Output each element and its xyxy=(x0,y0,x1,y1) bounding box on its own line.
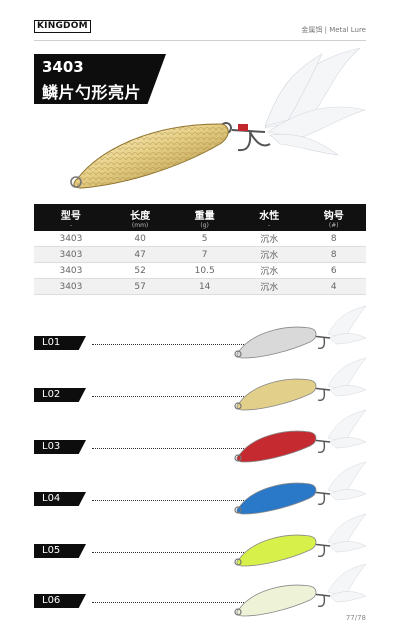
lure-body xyxy=(236,584,317,617)
variant-code-label: L05 xyxy=(34,544,86,558)
category-label: 金属饵 | Metal Lure xyxy=(301,26,366,34)
cell-water-type: 沉水 xyxy=(236,262,302,279)
product-name: 鳞片勺形亮片 xyxy=(42,83,142,102)
cell-model: 3403 xyxy=(34,246,108,263)
lure-body xyxy=(236,378,317,411)
lure-image-l05 xyxy=(234,513,367,567)
dotted-leader xyxy=(92,344,250,345)
variant-row-l03: L03 xyxy=(34,409,367,463)
dotted-leader xyxy=(92,500,250,501)
lure-image-l04 xyxy=(234,461,367,515)
dotted-leader xyxy=(92,552,250,553)
lure-image-l01 xyxy=(234,305,367,359)
lure-body xyxy=(236,482,317,515)
lure-body xyxy=(236,430,317,463)
table-row: 3403 57 14 沉水 4 xyxy=(34,278,366,295)
spec-table-header: 型号 - 长度 (mm) 重量 (g) 水性 - 钩号 (#) xyxy=(34,204,366,231)
cell-hook-size: 8 xyxy=(301,231,366,247)
lure-image-l03 xyxy=(234,409,367,463)
variant-row-l01: L01 xyxy=(34,305,367,359)
header-model: 型号 - xyxy=(34,204,108,231)
variant-code-label: L04 xyxy=(34,492,86,506)
variant-code-label: L03 xyxy=(34,440,86,454)
cell-weight: 14 xyxy=(172,278,237,295)
header-length: 长度 (mm) xyxy=(107,204,173,231)
cell-model: 3403 xyxy=(34,231,108,247)
cell-length: 52 xyxy=(107,262,173,279)
table-row: 3403 52 10.5 沉水 6 xyxy=(34,262,366,279)
spec-table: 型号 - 长度 (mm) 重量 (g) 水性 - 钩号 (#) 3403 40 5 沉水 … xyxy=(34,204,366,295)
cell-water-type: 沉水 xyxy=(236,246,302,263)
table-row: 3403 40 5 沉水 8 xyxy=(34,231,366,247)
cell-length: 47 xyxy=(107,246,173,263)
cell-hook-size: 4 xyxy=(301,278,366,295)
dotted-leader xyxy=(92,396,250,397)
title-banner: 3403 鳞片勺形亮片 xyxy=(34,54,166,104)
hero-lure-image xyxy=(70,47,367,189)
variant-row-l05: L05 xyxy=(34,513,367,567)
lure-image-l06 xyxy=(234,563,367,617)
brand-logo: KINGDOM xyxy=(34,20,91,33)
cell-hook-size: 6 xyxy=(301,262,366,279)
cell-length: 40 xyxy=(107,231,173,247)
cell-model: 3403 xyxy=(34,278,108,295)
cell-water-type: 沉水 xyxy=(236,231,302,247)
variant-code-label: L01 xyxy=(34,336,86,350)
cell-hook-size: 8 xyxy=(301,246,366,263)
header-divider xyxy=(34,40,366,41)
dotted-leader xyxy=(92,602,250,603)
variant-row-l04: L04 xyxy=(34,461,367,515)
cell-model: 3403 xyxy=(34,262,108,279)
lure-image-l02 xyxy=(234,357,367,411)
lure-body xyxy=(236,326,317,359)
variant-code-label: L02 xyxy=(34,388,86,402)
header-hook-size: 钩号 (#) xyxy=(301,204,366,231)
cell-weight: 5 xyxy=(172,231,237,247)
cell-weight: 10.5 xyxy=(172,262,237,279)
header-water-type: 水性 - xyxy=(236,204,302,231)
dotted-leader xyxy=(92,448,250,449)
cell-length: 57 xyxy=(107,278,173,295)
cell-water-type: 沉水 xyxy=(236,278,302,295)
variant-row-l06: L06 xyxy=(34,563,367,617)
table-row: 3403 47 7 沉水 8 xyxy=(34,246,366,263)
variant-row-l02: L02 xyxy=(34,357,367,411)
model-number: 3403 xyxy=(42,58,84,76)
variant-code-label: L06 xyxy=(34,594,86,608)
cell-weight: 7 xyxy=(172,246,237,263)
header-weight: 重量 (g) xyxy=(172,204,237,231)
page-number: 77/78 xyxy=(345,614,366,622)
